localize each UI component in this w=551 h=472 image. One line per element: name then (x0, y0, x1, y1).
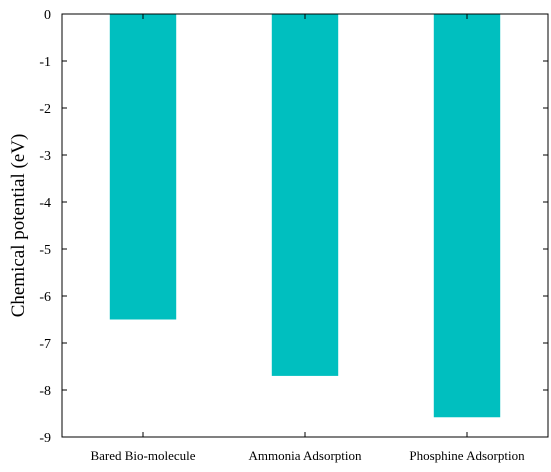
y-tick-label: -6 (39, 290, 51, 305)
bar (271, 14, 339, 376)
y-tick-label: -1 (39, 55, 51, 70)
y-tick-label: -5 (39, 243, 51, 258)
ticks-layer (62, 13, 548, 438)
y-tick-label: -4 (39, 196, 51, 211)
y-axis-label: Chemical potential (eV) (8, 134, 29, 318)
y-tick-label: -9 (39, 431, 51, 446)
labels-layer: Bared Bio-molecule Ammonia Adsorption Phos… (39, 8, 525, 463)
bars-layer (109, 14, 501, 418)
y-tick-label: -8 (39, 384, 51, 399)
x-tick-label: Ammonia Adsorption (248, 448, 362, 463)
x-tick-label: Bared Bio-molecule (90, 448, 195, 463)
y-tick-label: 0 (44, 8, 51, 23)
y-tick-label: -3 (39, 149, 51, 164)
y-tick-label: -7 (39, 337, 51, 352)
bar (109, 14, 177, 320)
bar (433, 14, 501, 418)
x-tick-label: Phosphine Adsorption (409, 448, 525, 463)
y-tick-label: -2 (39, 102, 51, 117)
